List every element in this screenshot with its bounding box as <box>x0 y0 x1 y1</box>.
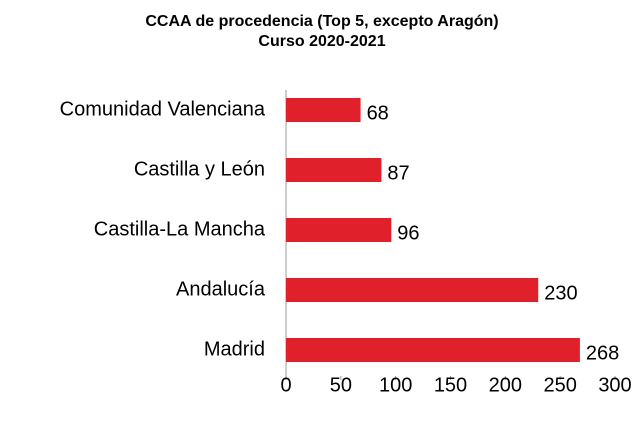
x-tick-label: 300 <box>598 374 631 396</box>
bar <box>286 278 539 302</box>
y-tick-label: Castilla y León <box>134 158 265 180</box>
x-tick-label: 0 <box>280 374 291 396</box>
data-label: 96 <box>397 222 419 244</box>
bar <box>286 218 392 242</box>
x-tick-label: 200 <box>489 374 522 396</box>
y-tick-label: Castilla-La Mancha <box>94 218 266 240</box>
data-label: 268 <box>586 342 619 364</box>
y-tick-label: Andalucía <box>176 278 266 300</box>
x-tick-label: 100 <box>379 374 412 396</box>
chart-subtitle: Curso 2020-2021 <box>258 33 385 50</box>
data-label: 87 <box>387 162 409 184</box>
x-tick-label: 150 <box>434 374 467 396</box>
bar <box>286 158 382 182</box>
bar <box>286 98 361 122</box>
data-label: 68 <box>367 102 389 124</box>
data-label: 230 <box>544 282 577 304</box>
bar <box>286 338 580 362</box>
x-tick-label: 50 <box>330 374 352 396</box>
chart-title: CCAA de procedencia (Top 5, excepto Arag… <box>145 13 498 30</box>
y-tick-label: Comunidad Valenciana <box>60 98 266 120</box>
x-tick-label: 250 <box>543 374 576 396</box>
y-tick-label: Madrid <box>204 338 265 360</box>
